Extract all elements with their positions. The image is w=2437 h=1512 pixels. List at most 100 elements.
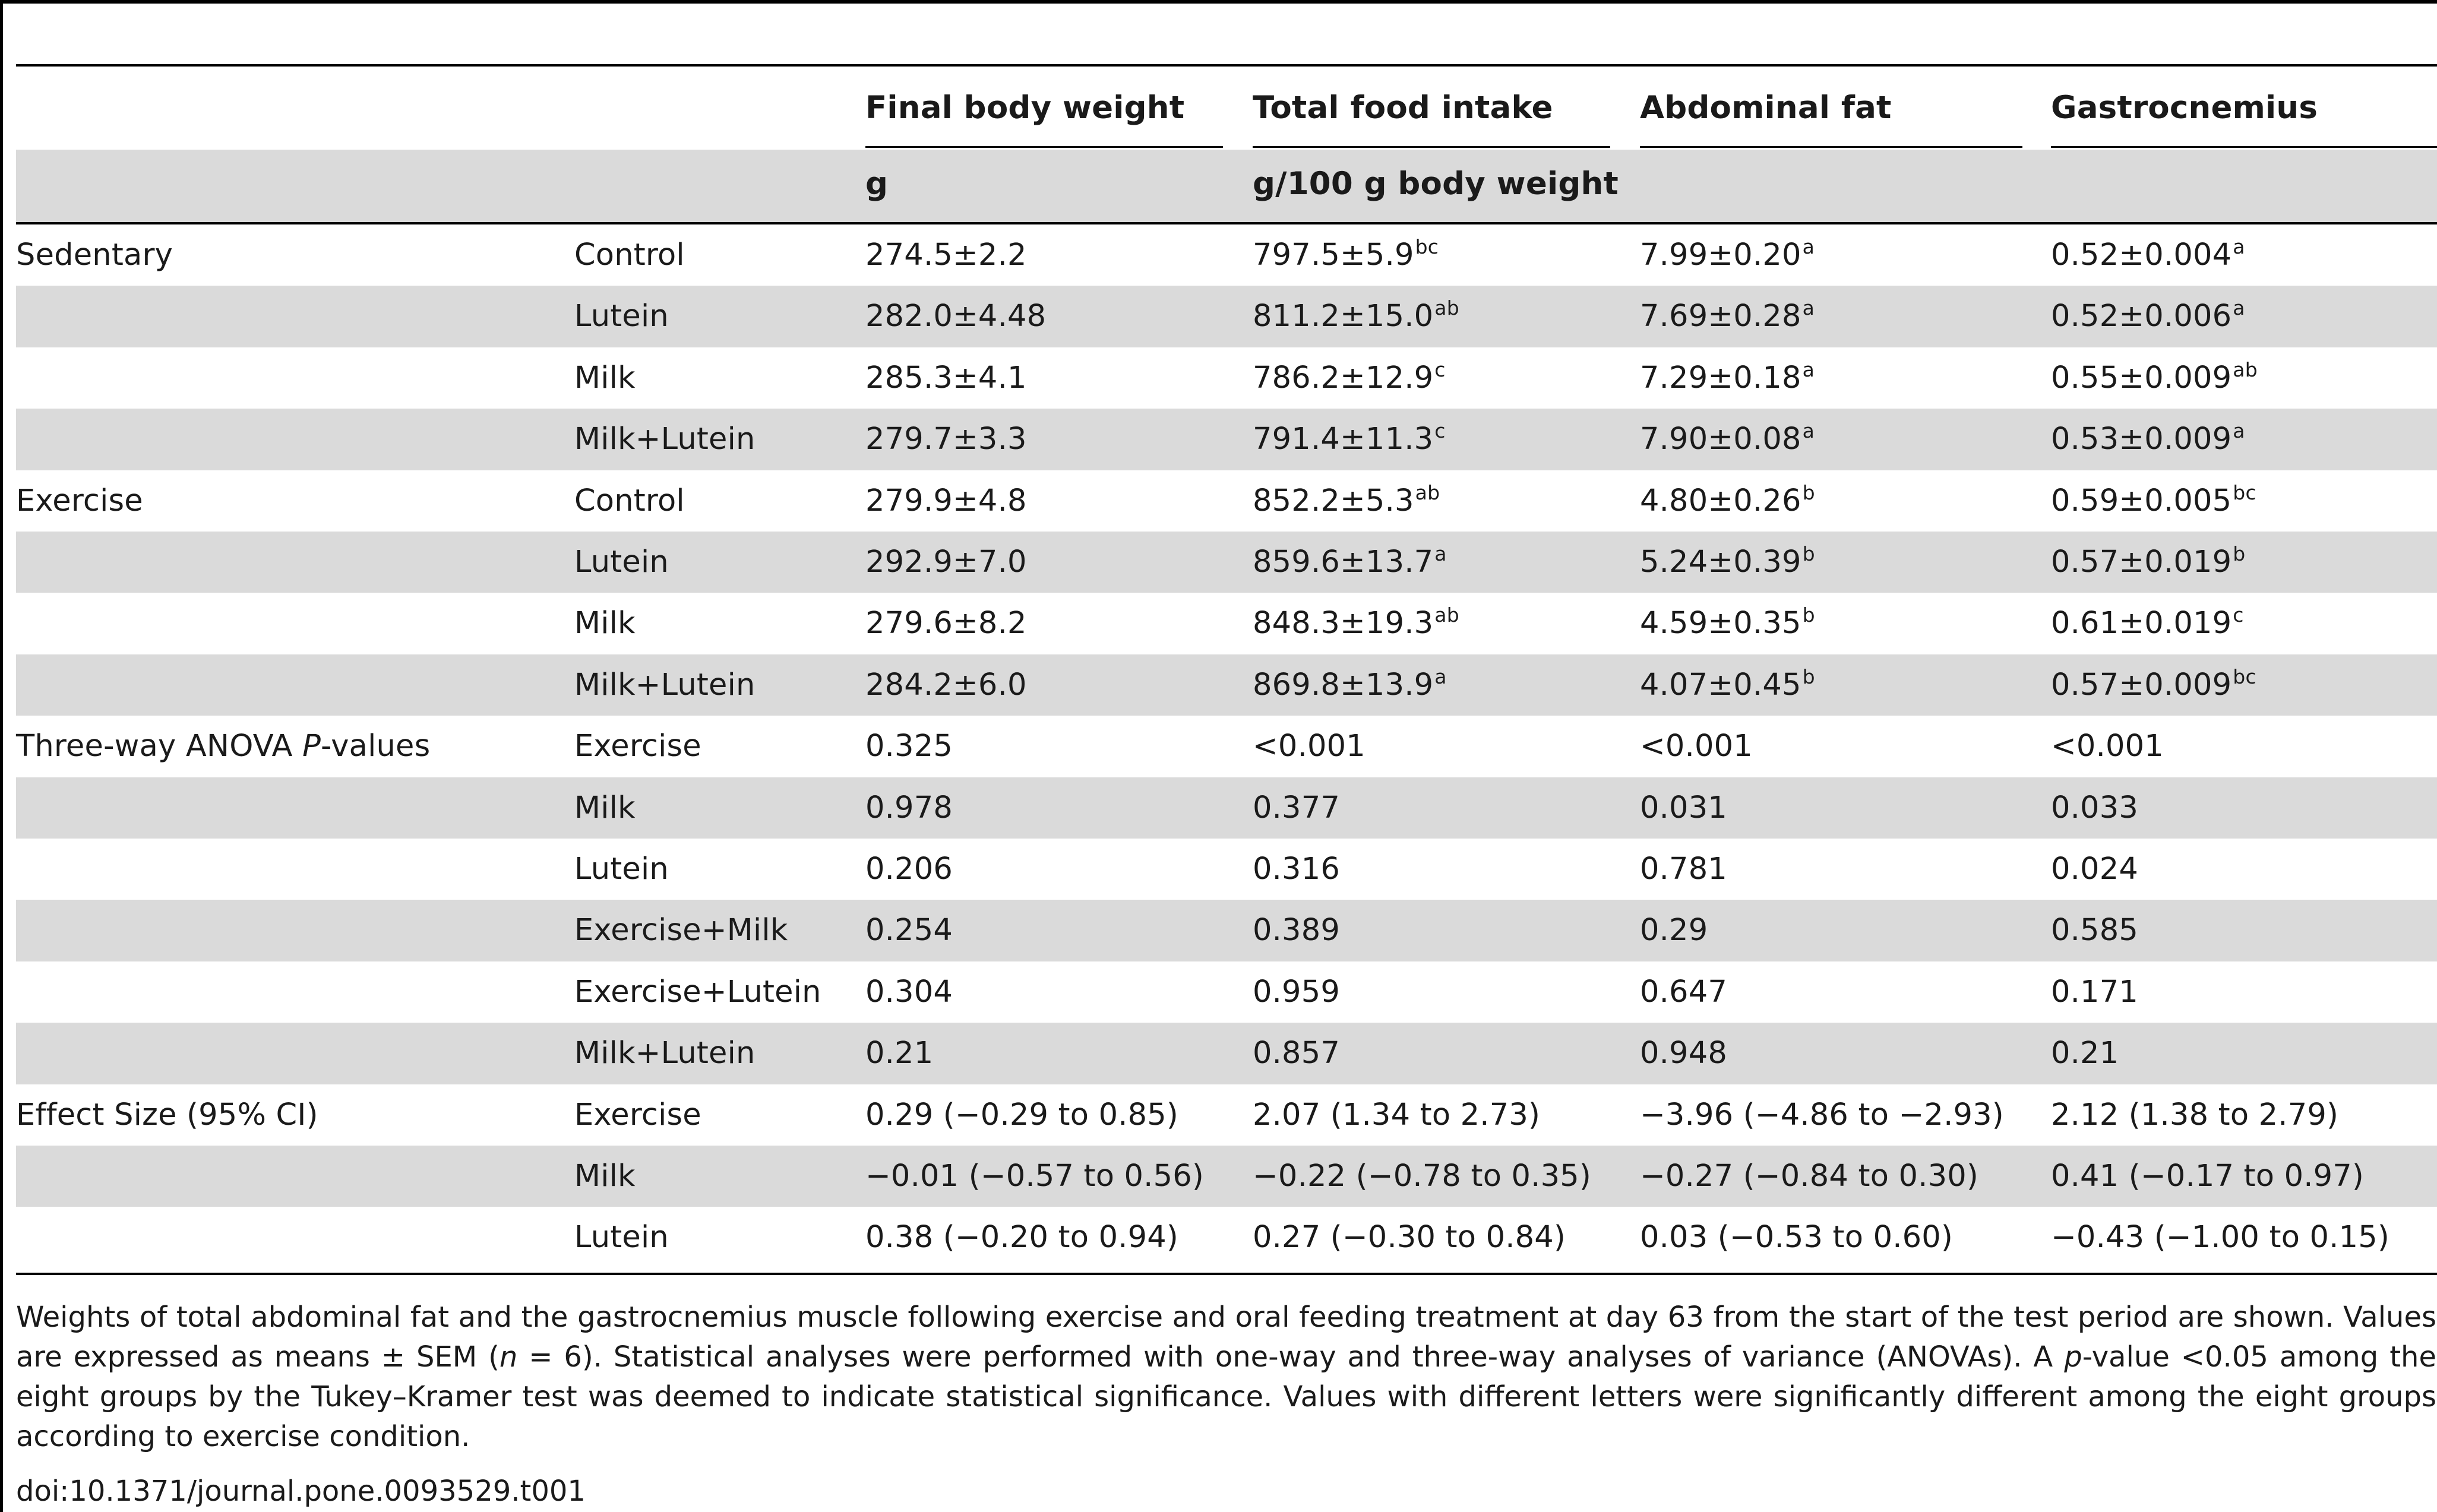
row-band: [16, 1023, 2437, 1084]
cell-value: 285.3±4.1: [865, 360, 1027, 396]
cell-value: 0.27 (−0.30 to 0.84): [1253, 1220, 1566, 1255]
table-cell: 284.2±6.0: [865, 654, 1027, 716]
row-label: Control: [574, 483, 685, 518]
table-cell: 0.316: [1253, 839, 1340, 900]
cell-value: 0.857: [1253, 1036, 1341, 1071]
cell-value: 0.316: [1253, 852, 1341, 887]
table-cell: 0.55±0.009ab: [2051, 347, 2258, 409]
table-cell: 279.6±8.2: [865, 593, 1027, 654]
row-label: Lutein: [574, 545, 669, 580]
col-header-abdominal-fat: Abdominal fat: [1640, 90, 1892, 126]
col-header-final-body-weight: Final body weight: [865, 90, 1185, 126]
cell-superscript: bc: [2233, 480, 2256, 504]
cell-superscript: ab: [1415, 480, 1440, 504]
cell-value: 0.781: [1640, 852, 1728, 887]
cell-value: 0.21: [865, 1036, 934, 1071]
table-footnote: Weights of total abdominal fat and the g…: [16, 1298, 2436, 1457]
col-rule-2: [1253, 146, 1610, 148]
group-text-italic: P: [302, 729, 321, 764]
table-cell: 0.959: [1253, 961, 1340, 1023]
cell-superscript: c: [2233, 603, 2244, 627]
cell-superscript: a: [1802, 296, 1815, 320]
cell-superscript: c: [1434, 358, 1446, 381]
cell-value: 7.90±0.08: [1640, 422, 1801, 457]
cell-superscript: bc: [1415, 235, 1439, 258]
table-cell: 0.61±0.019c: [2051, 593, 2244, 654]
header-bottom-rule: [16, 222, 2437, 224]
table-cell: 869.8±13.9a: [1253, 654, 1447, 716]
row-label: Milk: [574, 606, 636, 641]
table-cell: 2.07 (1.34 to 2.73): [1253, 1084, 1540, 1146]
unit-final-body-weight: g: [865, 166, 889, 202]
table-cell: 797.5±5.9bc: [1253, 224, 1439, 286]
cell-superscript: bc: [2233, 665, 2256, 688]
row-group-label: Effect Size (95% CI): [16, 1084, 318, 1146]
row-label: Milk: [574, 360, 636, 396]
row-group-label: Exercise: [16, 470, 143, 532]
row-band: [16, 1146, 2437, 1207]
table-cell: 0.52±0.006a: [2051, 286, 2245, 347]
table-cell: 811.2±15.0ab: [1253, 286, 1459, 347]
footnote-text-3: -value <0.05 among the eight groups by t…: [16, 1340, 2437, 1453]
cell-value: 797.5±5.9: [1253, 238, 1414, 273]
table-cell: 0.033: [2051, 777, 2138, 839]
cell-value: 279.6±8.2: [865, 606, 1027, 641]
row-label: Exercise+Lutein: [574, 974, 821, 1010]
row-group-label: Sedentary: [16, 224, 173, 286]
table-cell: 4.07±0.45b: [1640, 654, 1815, 716]
cell-value: 7.99±0.20: [1640, 238, 1801, 273]
table-cell: 0.03 (−0.53 to 0.60): [1640, 1207, 1953, 1269]
cell-value: 0.61±0.019: [2051, 606, 2232, 641]
table-cell: 0.948: [1640, 1023, 1727, 1084]
table-cell: 0.254: [865, 900, 953, 961]
table-cell: 0.781: [1640, 839, 1727, 900]
cell-value: 0.206: [865, 852, 953, 887]
cell-value: 2.07 (1.34 to 2.73): [1253, 1097, 1541, 1133]
cell-value: 7.29±0.18: [1640, 360, 1801, 396]
cell-value: 4.59±0.35: [1640, 606, 1801, 641]
cell-value: −0.22 (−0.78 to 0.35): [1253, 1159, 1591, 1194]
cell-value: 279.9±4.8: [865, 483, 1027, 518]
cell-value: 0.55±0.009: [2051, 360, 2232, 396]
group-text: Sedentary: [16, 238, 173, 273]
cell-value: −0.27 (−0.84 to 0.30): [1640, 1159, 1978, 1194]
cell-superscript: ab: [1434, 296, 1459, 320]
row-band: [16, 532, 2437, 593]
footnote-p: p: [2064, 1340, 2082, 1374]
table-cell: 0.29: [1640, 900, 1708, 961]
table-cell: 0.41 (−0.17 to 0.97): [2051, 1146, 2364, 1207]
table-cell: −0.43 (−1.00 to 0.15): [2051, 1207, 2389, 1269]
group-text: Three-way ANOVA: [16, 729, 303, 764]
table-cell: −0.22 (−0.78 to 0.35): [1253, 1146, 1591, 1207]
row-group-label: Three-way ANOVA P-values: [16, 716, 430, 777]
table-cell: 0.171: [2051, 961, 2138, 1023]
table-cell: 279.7±3.3: [865, 409, 1027, 470]
cell-superscript: c: [1434, 419, 1446, 443]
table-cell: 274.5±2.2: [865, 224, 1027, 286]
row-band: [16, 900, 2437, 961]
cell-value: <0.001: [2051, 729, 2164, 764]
table-cell: 0.978: [865, 777, 953, 839]
table-cell: 0.57±0.009bc: [2051, 654, 2256, 716]
row-label: Milk+Lutein: [574, 1036, 756, 1071]
cell-value: <0.001: [1640, 729, 1753, 764]
table-cell: <0.001: [1640, 716, 1753, 777]
col-header-gastrocnemius: Gastrocnemius: [2051, 90, 2318, 126]
table-cell: 0.59±0.005bc: [2051, 470, 2256, 532]
row-label: Milk+Lutein: [574, 667, 756, 703]
cell-superscript: a: [1802, 235, 1815, 258]
table-cell: 7.29±0.18a: [1640, 347, 1815, 409]
table-cell: 859.6±13.7a: [1253, 532, 1447, 593]
cell-value: 4.80±0.26: [1640, 483, 1801, 518]
footnote-n: n: [499, 1340, 518, 1374]
table-cell: 292.9±7.0: [865, 532, 1027, 593]
cell-superscript: ab: [1434, 603, 1459, 627]
cell-value: 0.585: [2051, 913, 2139, 948]
cell-superscript: a: [1802, 358, 1815, 381]
table-cell: 0.377: [1253, 777, 1340, 839]
table-cell: 0.389: [1253, 900, 1340, 961]
cell-value: 0.031: [1640, 790, 1728, 825]
table-cell: 0.21: [865, 1023, 933, 1084]
unit-total-food-intake: g/100 g body weight: [1253, 166, 1619, 202]
cell-value: 0.024: [2051, 852, 2139, 887]
